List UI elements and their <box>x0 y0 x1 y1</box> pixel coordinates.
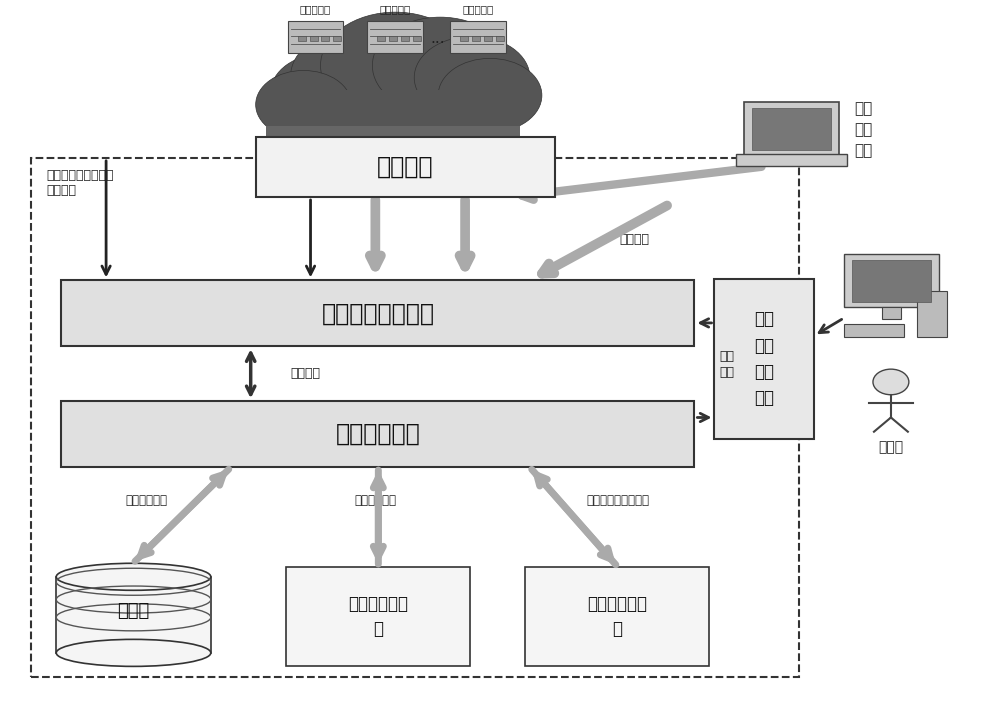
Bar <box>714 279 814 439</box>
Bar <box>286 567 470 666</box>
Circle shape <box>873 369 909 395</box>
Bar <box>288 21 343 53</box>
Text: 数据访问接口: 数据访问接口 <box>125 494 167 507</box>
Bar <box>367 21 423 53</box>
Bar <box>56 577 211 653</box>
Bar <box>917 291 947 337</box>
Bar <box>377 36 385 41</box>
Text: 管理员: 管理员 <box>878 441 903 454</box>
Bar <box>401 36 409 41</box>
Bar <box>31 158 799 677</box>
Bar <box>525 567 709 666</box>
Text: 智能交换机: 智能交换机 <box>380 4 411 14</box>
Bar <box>413 36 421 41</box>
Bar <box>321 36 329 41</box>
Circle shape <box>414 36 530 119</box>
Text: 监控
管理: 监控 管理 <box>719 350 734 378</box>
Text: 产品验证分系
统: 产品验证分系 统 <box>587 595 647 638</box>
Text: 生产请求: 生产请求 <box>291 367 321 380</box>
Bar <box>882 306 901 319</box>
Bar <box>266 91 520 129</box>
Bar <box>752 108 831 150</box>
Bar <box>256 136 555 197</box>
Text: 资源协同平台: 资源协同平台 <box>335 422 420 446</box>
Text: 遥感数据的在线产品
定制系统: 遥感数据的在线产品 定制系统 <box>46 169 114 196</box>
Bar <box>744 103 839 156</box>
Bar <box>496 36 504 41</box>
Bar <box>460 36 468 41</box>
Bar <box>844 324 904 337</box>
Bar <box>266 126 520 144</box>
Text: 数据、模型验证接口: 数据、模型验证接口 <box>586 494 649 507</box>
Bar <box>61 281 694 346</box>
Text: ...: ... <box>431 31 445 46</box>
Bar <box>450 21 506 53</box>
Circle shape <box>271 54 380 131</box>
Ellipse shape <box>56 563 211 590</box>
Text: 产品生产接口: 产品生产接口 <box>354 494 396 507</box>
Circle shape <box>291 30 420 122</box>
Circle shape <box>438 59 542 132</box>
Ellipse shape <box>56 639 211 666</box>
Bar <box>484 36 492 41</box>
Circle shape <box>256 71 351 139</box>
Bar <box>852 260 931 301</box>
Text: 综合
服务
管理
平台: 综合 服务 管理 平台 <box>754 310 774 408</box>
Circle shape <box>372 17 508 114</box>
Bar <box>333 36 341 41</box>
Bar <box>298 36 306 41</box>
Text: 定制
服务
用户: 定制 服务 用户 <box>854 101 872 158</box>
Text: 智能交换机: 智能交换机 <box>462 4 494 14</box>
Text: 产品处理分系
统: 产品处理分系 统 <box>348 595 408 638</box>
Bar <box>61 401 694 467</box>
Circle shape <box>320 12 470 119</box>
Bar <box>844 254 939 307</box>
Text: 计算请求: 计算请求 <box>620 233 650 246</box>
Bar <box>472 36 480 41</box>
Bar <box>736 154 847 166</box>
Text: 数据库: 数据库 <box>117 603 150 620</box>
Text: 智能终端: 智能终端 <box>377 155 434 178</box>
Text: 智能交换机: 智能交换机 <box>300 4 331 14</box>
Text: 在线定制服务平台: 在线定制服务平台 <box>321 301 434 326</box>
Bar <box>389 36 397 41</box>
Bar <box>310 36 318 41</box>
